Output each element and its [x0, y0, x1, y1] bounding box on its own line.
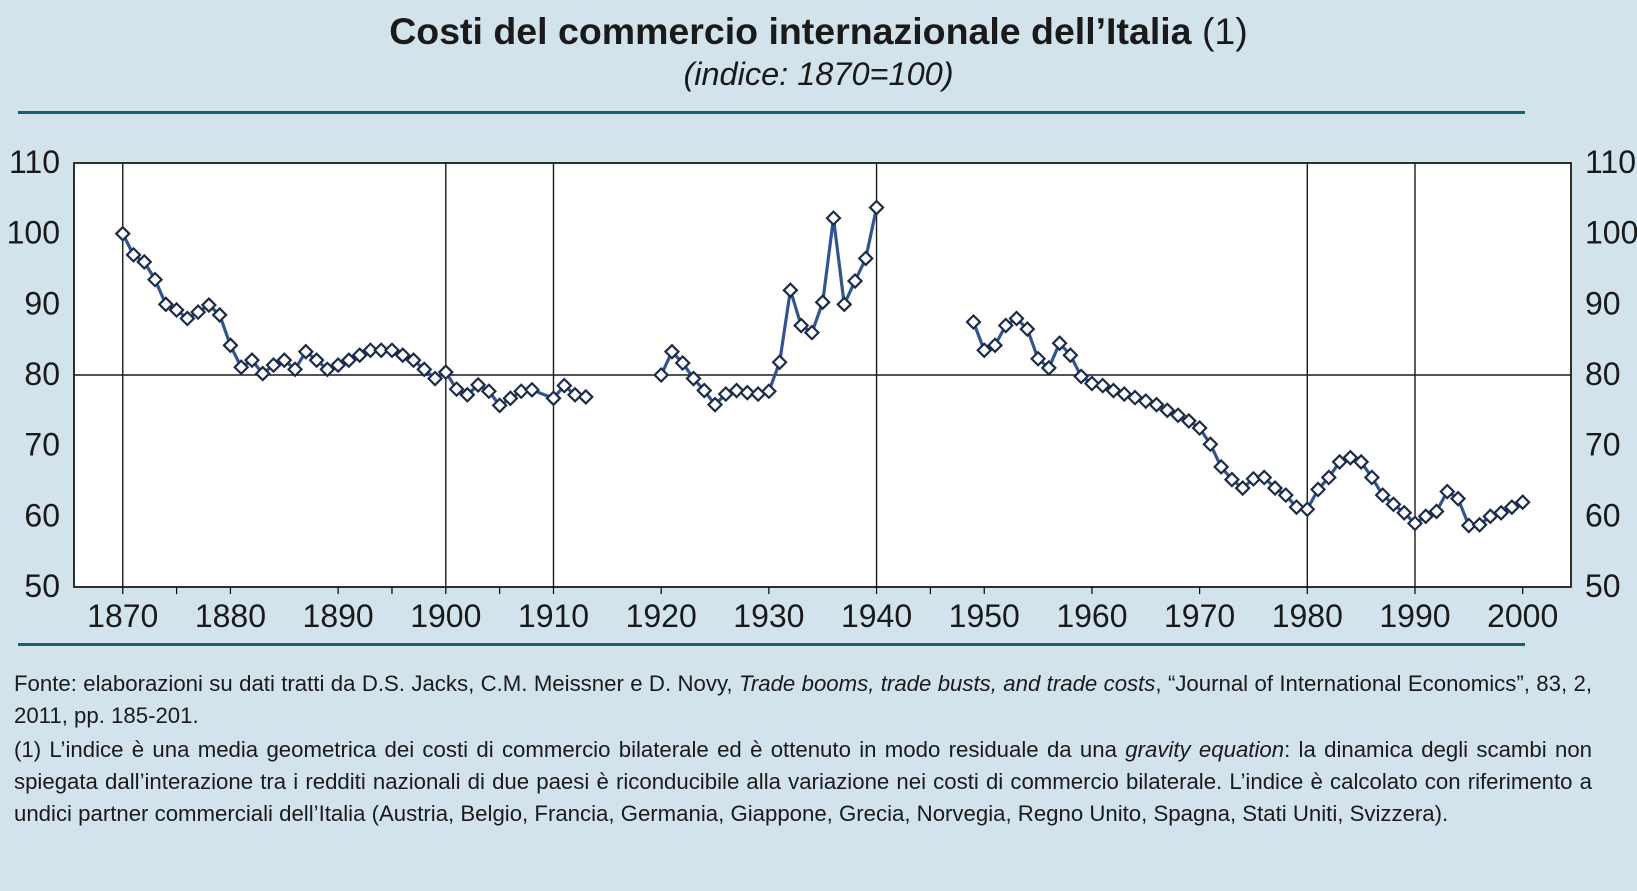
- svg-text:80: 80: [24, 356, 60, 392]
- svg-text:60: 60: [24, 497, 60, 533]
- svg-text:1920: 1920: [626, 598, 697, 634]
- svg-text:90: 90: [24, 285, 60, 321]
- svg-text:1880: 1880: [195, 598, 266, 634]
- svg-text:50: 50: [24, 568, 60, 604]
- svg-text:1900: 1900: [410, 598, 481, 634]
- svg-text:1930: 1930: [733, 598, 804, 634]
- svg-text:1910: 1910: [518, 598, 589, 634]
- svg-text:100: 100: [7, 215, 60, 251]
- svg-text:50: 50: [1585, 568, 1621, 604]
- svg-text:110: 110: [9, 144, 60, 180]
- svg-text:90: 90: [1585, 285, 1621, 321]
- svg-text:1940: 1940: [841, 598, 912, 634]
- svg-text:70: 70: [24, 427, 60, 463]
- svg-text:60: 60: [1585, 497, 1621, 533]
- svg-text:110: 110: [1585, 144, 1636, 180]
- svg-text:1990: 1990: [1379, 598, 1450, 634]
- svg-text:1970: 1970: [1164, 598, 1235, 634]
- svg-text:1960: 1960: [1056, 598, 1127, 634]
- svg-text:1950: 1950: [949, 598, 1020, 634]
- svg-text:80: 80: [1585, 356, 1621, 392]
- svg-text:1870: 1870: [87, 598, 158, 634]
- svg-text:2000: 2000: [1487, 598, 1558, 634]
- svg-text:1890: 1890: [303, 598, 374, 634]
- svg-text:1980: 1980: [1272, 598, 1343, 634]
- svg-text:100: 100: [1585, 215, 1637, 251]
- svg-text:70: 70: [1585, 427, 1621, 463]
